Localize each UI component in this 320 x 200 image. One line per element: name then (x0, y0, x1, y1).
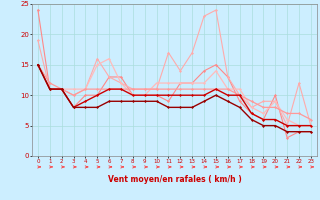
X-axis label: Vent moyen/en rafales ( km/h ): Vent moyen/en rafales ( km/h ) (108, 175, 241, 184)
